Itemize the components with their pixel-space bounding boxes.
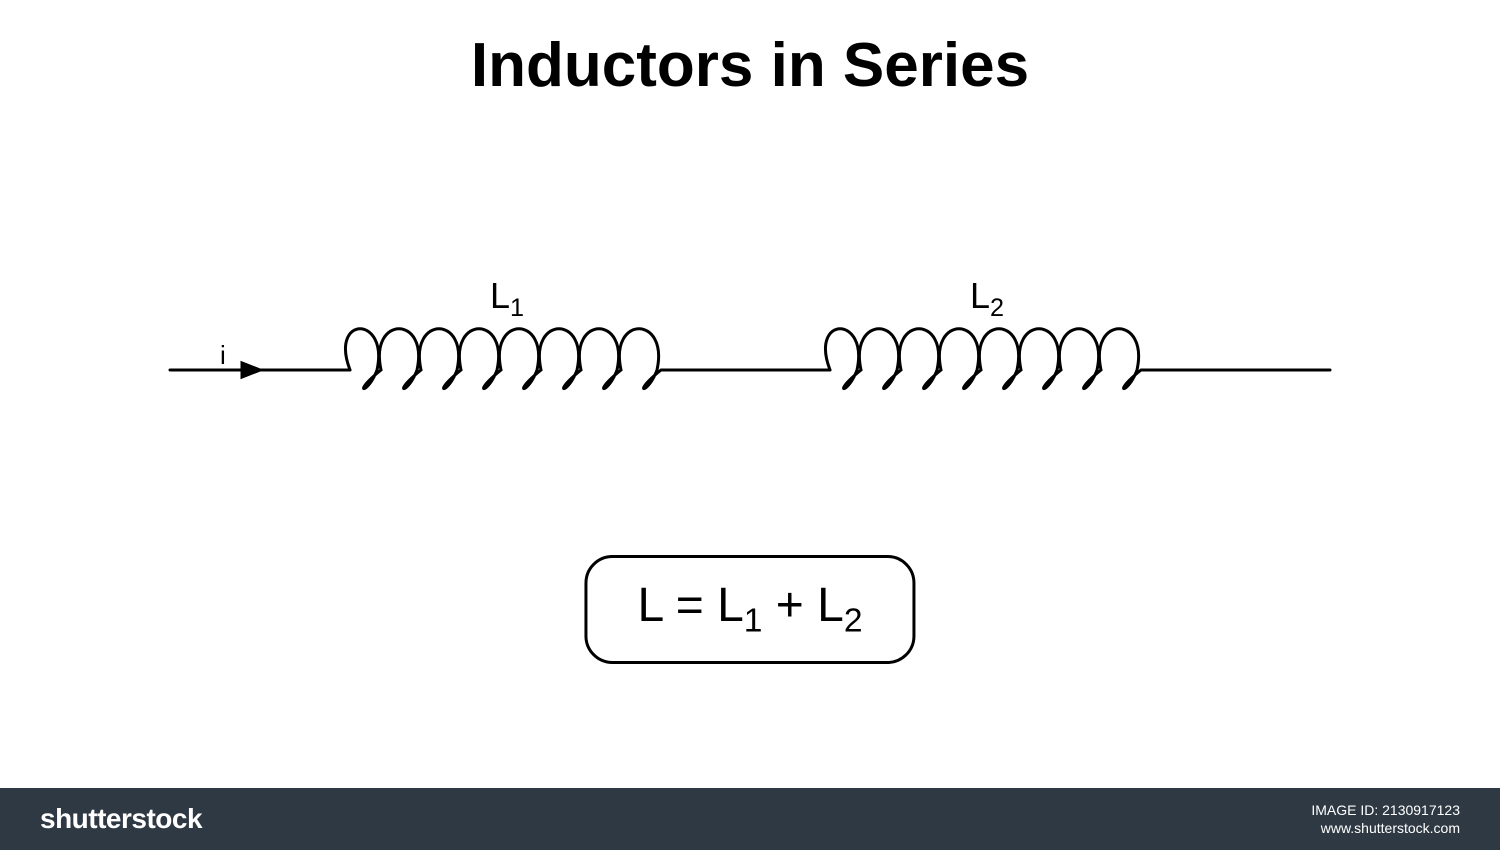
inductor-2-sub: 2	[990, 294, 1004, 322]
page-title: Inductors in Series	[0, 30, 1500, 101]
inductor-2-base: L	[970, 275, 990, 316]
inductor-1-sub: 1	[510, 294, 524, 322]
inductor-1-label: L1	[490, 275, 524, 323]
footer-bar: shutterstock IMAGE ID: 2130917123 www.sh…	[0, 788, 1500, 850]
footer-id-value: 2130917123	[1382, 802, 1460, 818]
inductor-2-label: L2	[970, 275, 1004, 323]
inductor-1-base: L	[490, 275, 510, 316]
formula-text: L = L1 + L2	[637, 579, 862, 632]
footer-id-label: IMAGE ID:	[1311, 802, 1378, 818]
footer-brand: shutterstock	[40, 803, 202, 835]
footer-meta: IMAGE ID: 2130917123 www.shutterstock.co…	[1311, 801, 1460, 837]
footer-site: www.shutterstock.com	[1311, 819, 1460, 837]
footer-image-id: IMAGE ID: 2130917123	[1311, 801, 1460, 819]
current-label: i	[220, 340, 226, 371]
formula-box: L = L1 + L2	[584, 555, 915, 664]
circuit-diagram: i L1 L2	[0, 240, 1500, 460]
